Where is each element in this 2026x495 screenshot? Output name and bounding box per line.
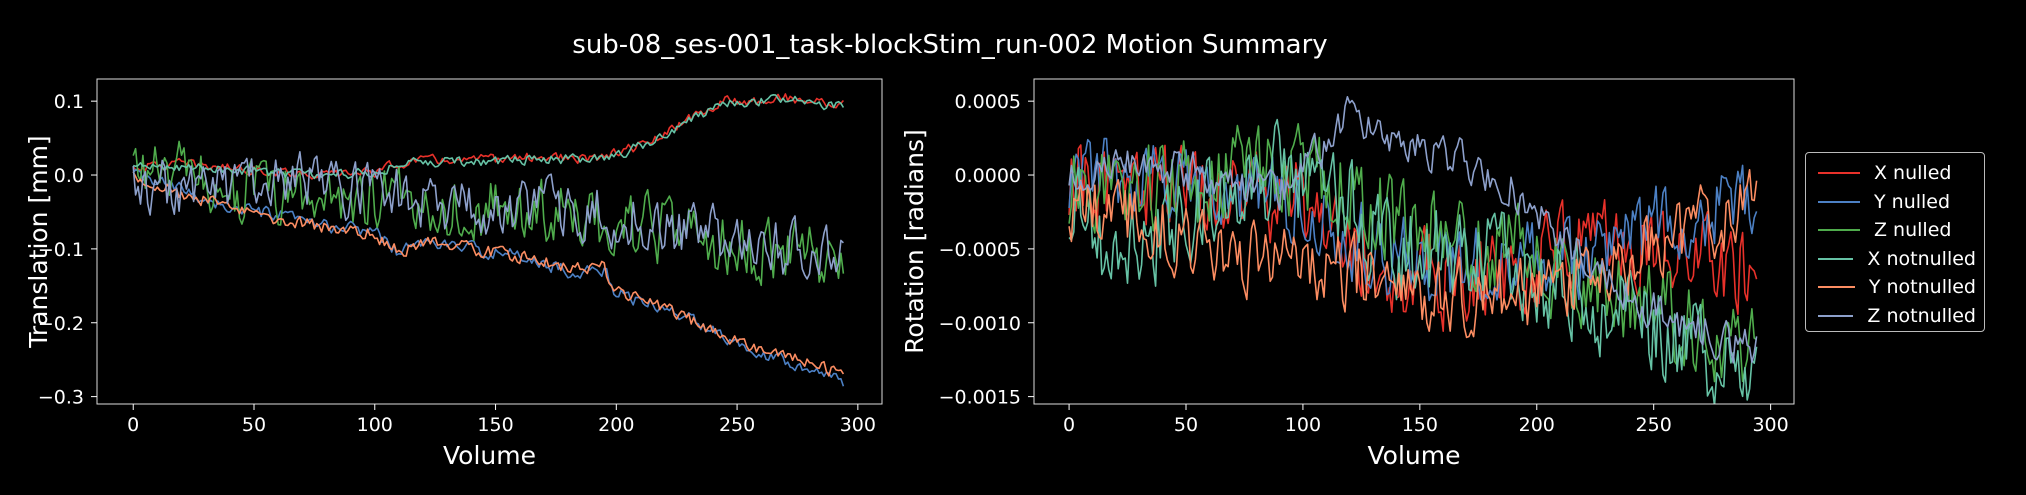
y-tick-label: 0.0	[54, 165, 84, 187]
x-tick-label: 0	[127, 414, 139, 436]
legend-swatch	[1818, 229, 1860, 232]
series-line-x-nulled	[1068, 144, 1758, 332]
x-tick-label: 300	[840, 414, 876, 436]
legend-swatch	[1818, 314, 1854, 317]
y-axis-label: Rotation [radians]	[900, 129, 929, 354]
x-tick-label: 0	[1063, 414, 1075, 436]
legend-swatch	[1818, 257, 1854, 260]
legend-swatch	[1818, 172, 1860, 175]
x-tick-label: 100	[1285, 414, 1321, 436]
y-tick-label: 0.0000	[955, 165, 1021, 187]
legend-item: Z notnulled	[1814, 302, 1976, 331]
legend-item: Y notnulled	[1814, 273, 1976, 302]
legend-label: Y notnulled	[1868, 276, 1976, 299]
x-tick-label: 150	[477, 414, 513, 436]
x-axis-label: Volume	[1368, 441, 1461, 470]
series-line-y-notnulled	[1068, 169, 1758, 339]
rotation-panel: 0 50 100 150 200 250 300 0.0005 0.0000 −0.0005 −0.…	[900, 78, 1795, 470]
axes-frame	[96, 78, 883, 405]
axes-frame	[1033, 78, 1795, 405]
x-tick-label: 200	[598, 414, 634, 436]
series-line-x-notnulled	[132, 94, 845, 180]
legend-item: X nulled	[1814, 159, 1976, 188]
y-tick-label: −0.3	[38, 387, 84, 409]
series-line-z-notnulled	[1068, 96, 1758, 364]
legend-label: Z nulled	[1874, 219, 1952, 242]
legend-item: Y nulled	[1814, 188, 1976, 217]
x-tick-label: 50	[1174, 414, 1198, 436]
y-tick-label: −0.1	[38, 239, 84, 261]
figure-title: sub-08_ses-001_task-blockStim_run-002 Mo…	[572, 30, 1328, 60]
legend: X nulled Y nulled Z nulled X notnulled Y not…	[1805, 152, 1985, 332]
y-tick-label: 0.0005	[955, 91, 1021, 113]
series-line-x-nulled	[132, 93, 845, 180]
x-tick-label: 100	[357, 414, 393, 436]
translation-panel: 0 50 100 150 200 250 300 0.1 0.0 −0.1 −0.2 −0.3 Volu…	[24, 78, 883, 470]
x-tick-label: 200	[1519, 414, 1555, 436]
legend-label: Z notnulled	[1867, 304, 1976, 327]
x-axis-label: Volume	[443, 441, 536, 470]
y-tick-label: −0.0005	[939, 239, 1021, 261]
legend-item: X notnulled	[1814, 245, 1976, 274]
y-tick-label: −0.0015	[939, 387, 1021, 409]
x-tick-label: 150	[1402, 414, 1438, 436]
legend-swatch	[1818, 200, 1860, 203]
legend-swatch	[1818, 286, 1855, 289]
legend-label: X notnulled	[1867, 247, 1976, 270]
y-tick-label: 0.1	[54, 91, 84, 113]
x-tick-label: 50	[242, 414, 266, 436]
series-line-z-notnulled	[132, 151, 844, 280]
legend-item: Z nulled	[1814, 216, 1976, 245]
y-axis-label: Translation [mm]	[24, 135, 53, 348]
series-line-y-notnulled	[132, 171, 845, 377]
motion-summary-figure: 0 50 100 150 200 250 300 0.1 0.0 −0.1 −0.2 −0.3 Volu…	[24, 78, 1795, 470]
y-tick-label: −0.0010	[939, 313, 1021, 335]
y-tick-label: −0.2	[38, 313, 84, 335]
x-tick-label: 250	[1636, 414, 1672, 436]
legend-label: X nulled	[1874, 162, 1952, 185]
x-tick-label: 250	[719, 414, 755, 436]
series-line-y-nulled	[132, 168, 845, 387]
x-tick-label: 300	[1752, 414, 1788, 436]
legend-label: Y nulled	[1874, 190, 1951, 213]
